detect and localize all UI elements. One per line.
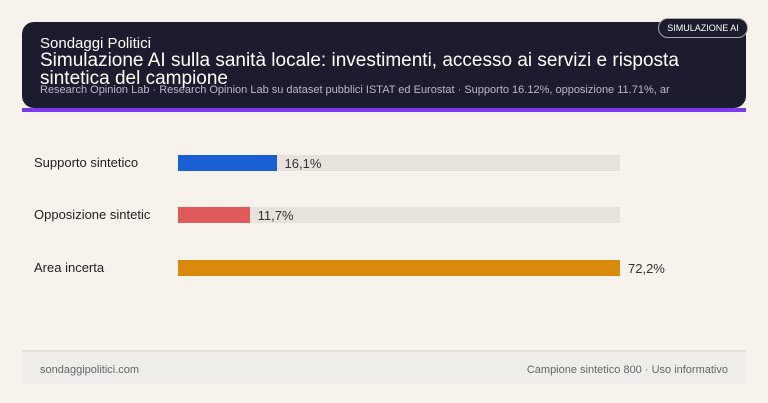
category-label: Supporto sintetico [34, 155, 139, 170]
bar-row: Area incerta 72,2% [0, 260, 768, 280]
category-label: Area incerta [34, 260, 105, 275]
bar-track [178, 155, 620, 171]
accent-bar [22, 108, 746, 112]
bar [178, 207, 250, 223]
value-label: 16,1% [284, 156, 322, 171]
brand-name: Sondaggi Politici [40, 35, 151, 52]
bar-row: Supporto sintetico 16,1% [0, 155, 768, 175]
value-label: 11,7% [257, 208, 294, 223]
value-label: 72,2% [628, 261, 665, 276]
simulation-badge: SIMULAZIONE AI [658, 18, 748, 38]
header-banner: Sondaggi Politici Simulazione AI sulla s… [22, 22, 746, 108]
category-label: Opposizione sintetic [34, 207, 151, 222]
bar-track [178, 260, 620, 276]
bar-track [178, 207, 620, 223]
bar [178, 155, 277, 171]
bar [178, 260, 620, 276]
footer-note: Campione sintetico 800 · Uso informativo [526, 364, 728, 376]
chart-title: Simulazione AI sulla sanità locale: inve… [40, 50, 679, 89]
chart-subtitle: Research Opinion Lab · Research Opinion … [40, 84, 670, 96]
bar-row: Opposizione sintetic 11,7% [0, 207, 768, 227]
footer-site: sondaggipolitici.com [40, 364, 140, 376]
footer: sondaggipolitici.com Campione sintetico … [22, 350, 746, 384]
